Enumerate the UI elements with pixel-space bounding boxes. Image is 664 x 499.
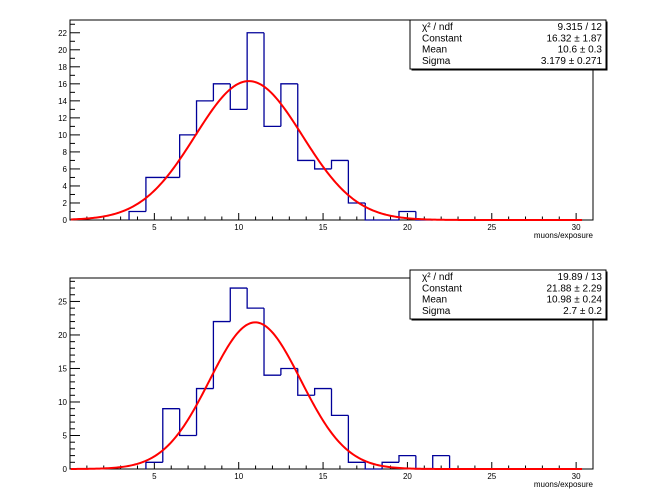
x-tick-label: 25 [487, 472, 496, 481]
y-tick-label: 20 [58, 331, 67, 340]
stats-box: χ² / ndf 19.89 / 13 Constant 21.88 ± 2.29 Me… [409, 269, 608, 321]
stats-value: 10.98 ± 0.24 [546, 295, 602, 306]
plot-frame [69, 19, 594, 221]
y-tick-label: 16 [58, 80, 67, 89]
stats-value: 3.179 ± 0.271 [541, 56, 603, 67]
y-tick-label: 14 [58, 97, 67, 106]
stats-value: 16.32 ± 1.87 [546, 33, 602, 44]
y-tick-label: 18 [58, 63, 67, 72]
histogram-bin [128, 210, 146, 220]
plot-frame [69, 277, 594, 470]
stats-value: 10.6 ± 0.3 [558, 45, 603, 56]
x-tick-label: 30 [572, 223, 581, 232]
histogram-bin [179, 408, 197, 437]
histogram-bin [364, 462, 383, 470]
y-tick-label: 5 [63, 431, 68, 440]
y-tick-label: 15 [58, 364, 67, 373]
stats-value: 19.89 / 13 [558, 272, 603, 283]
stats-label: Mean [422, 295, 447, 306]
histogram-bin [263, 32, 281, 128]
gaussian-fit-curve [70, 321, 583, 470]
histogram-bin [364, 202, 383, 221]
histogram-bin [246, 32, 265, 110]
x-axis-title: muons/exposure [534, 231, 594, 240]
stats-label: Sigma [422, 306, 451, 317]
stats-value: 9.315 / 12 [558, 22, 603, 33]
stats-value: 21.88 ± 2.29 [546, 283, 602, 294]
x-tick-label: 20 [403, 472, 412, 481]
y-tick-label: 4 [63, 182, 68, 191]
y-tick-label: 22 [58, 29, 67, 38]
histogram-bin [347, 415, 366, 463]
x-tick-label: 25 [487, 223, 496, 232]
y-tick-label: 0 [63, 465, 68, 474]
histogram-bin [263, 308, 281, 376]
histogram-bin [330, 388, 349, 417]
x-tick-label: 30 [572, 472, 581, 481]
histogram-bin [179, 134, 197, 178]
histogram-bin [145, 461, 163, 469]
x-tick-label: 15 [319, 223, 328, 232]
x-tick-label: 5 [152, 472, 157, 481]
x-tick-label: 10 [234, 223, 243, 232]
x-tick-label: 15 [319, 472, 328, 481]
y-tick-label: 6 [63, 165, 68, 174]
histogram-bin [145, 176, 163, 212]
histogram-bin [280, 83, 298, 127]
y-tick-label: 25 [58, 297, 67, 306]
histogram-bin [195, 387, 214, 436]
histogram-bin [330, 159, 349, 169]
histogram-series [128, 32, 433, 221]
histogram-bin [297, 83, 315, 162]
stats-label: Sigma [422, 56, 451, 67]
histogram-bin [229, 287, 248, 322]
y-tick-label: 20 [58, 46, 67, 55]
y-tick-label: 10 [58, 398, 67, 407]
plot-panel-2: 5 10 15 20 25 30 0 5 10 15 20 25 muons/exposure χ² / … [58, 269, 608, 489]
stats-label: χ² / ndf [422, 22, 453, 33]
gaussian-fit-curve [70, 80, 583, 221]
y-tick-label: 10 [58, 131, 67, 140]
histogram-bin [398, 454, 416, 463]
histogram-bin [195, 100, 214, 135]
histogram-bin [313, 387, 332, 396]
stats-value: 2.7 ± 0.2 [563, 306, 602, 317]
stats-box-frame [409, 19, 607, 70]
x-tick-label: 10 [234, 472, 243, 481]
plot-panel-1: 5 10 15 20 25 30 0 2 4 6 8 10 12 14 16 18 20 22 muons/expo… [58, 19, 608, 240]
histogram-bin [432, 454, 450, 469]
stats-box: χ² / ndf 9.315 / 12 Constant 16.32 ± 1.87 Me… [409, 19, 608, 71]
x-tick-label: 20 [403, 223, 412, 232]
y-tick-label: 2 [63, 199, 68, 208]
histogram-bin [229, 83, 248, 111]
histogram-bin [212, 83, 231, 101]
stats-box-frame [409, 269, 607, 320]
histogram-bin [162, 408, 180, 463]
histogram-series [145, 287, 467, 470]
y-tick-label: 12 [58, 114, 67, 123]
stats-label: χ² / ndf [422, 272, 453, 283]
histogram-bin [246, 288, 265, 309]
histogram-bin [212, 320, 231, 389]
stats-label: Constant [422, 33, 462, 44]
x-axis-title: muons/exposure [534, 480, 594, 489]
histogram-bin [280, 367, 298, 376]
x-tick-label: 5 [152, 223, 157, 232]
stats-label: Constant [422, 283, 462, 294]
y-tick-label: 0 [63, 216, 68, 225]
y-tick-label: 8 [63, 148, 68, 157]
stats-label: Mean [422, 45, 447, 56]
